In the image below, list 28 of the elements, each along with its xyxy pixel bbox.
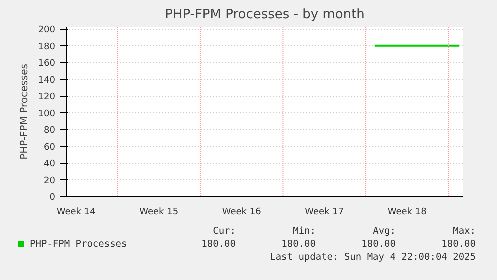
text: Min: xyxy=(292,225,317,238)
x-tick-label: Week 15 xyxy=(140,208,179,218)
text: 180.00 xyxy=(200,238,237,251)
y-tick-label: 0 xyxy=(50,193,56,203)
legend-label: PHP-FPM Processes xyxy=(29,238,128,251)
text: 180.00 xyxy=(360,238,397,251)
text: Max: xyxy=(452,225,477,238)
y-tick-label: 200 xyxy=(38,26,56,36)
x-tick-label: Week 14 xyxy=(56,208,96,218)
text: Last update: Sun May 4 22:00:04 2025 xyxy=(269,251,477,264)
x-tick-label: Week 18 xyxy=(388,208,428,218)
y-axis-title: PHP-FPM Processes xyxy=(19,64,30,160)
text: 180.00 xyxy=(280,238,317,251)
x-tick-label: Week 16 xyxy=(222,208,262,218)
y-tick-label: 40 xyxy=(44,160,56,170)
y-tick-label: 140 xyxy=(38,76,56,86)
y-tick-label: 60 xyxy=(44,142,56,153)
y-tick-label: 160 xyxy=(38,59,56,70)
y-tick-label: 100 xyxy=(38,109,56,120)
chart-title: PHP-FPM Processes - by month xyxy=(165,8,365,22)
y-tick-label: 80 xyxy=(44,126,56,136)
y-tick-label: 120 xyxy=(38,92,56,103)
x-tick-label: Week 17 xyxy=(305,208,344,218)
text: Cur: xyxy=(212,225,237,238)
y-tick-label: 20 xyxy=(44,176,56,186)
text: 180.00 xyxy=(440,238,477,251)
text: Avg: xyxy=(372,225,397,238)
y-tick-label: 180 xyxy=(38,42,56,52)
